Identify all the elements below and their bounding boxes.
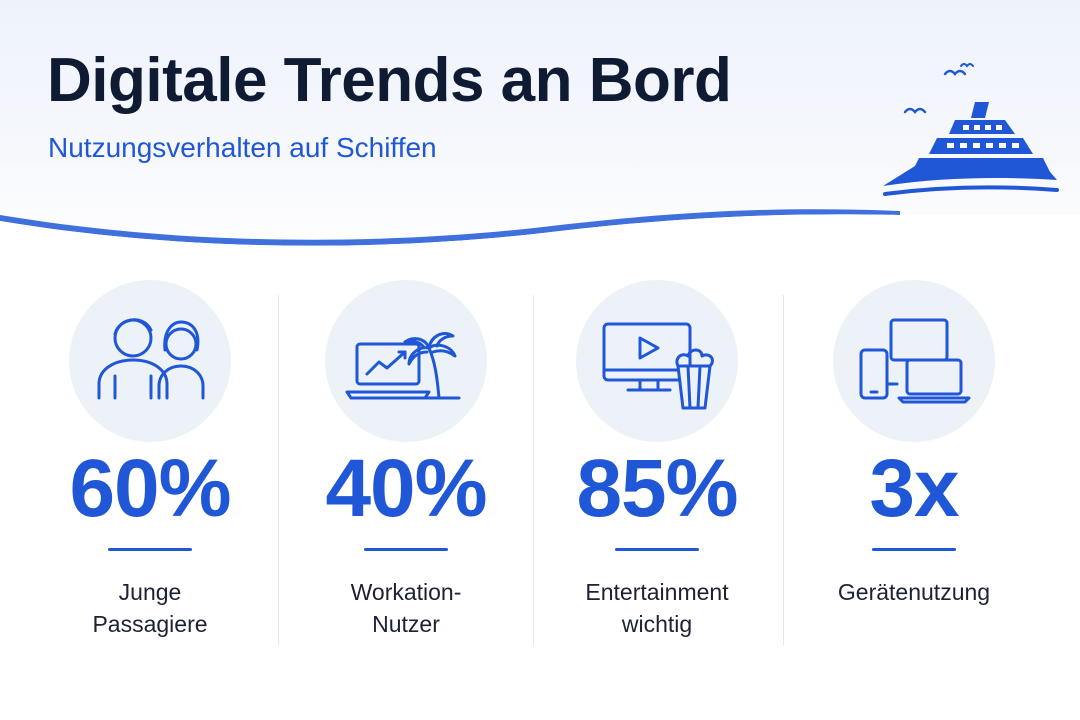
stat-value: 3x bbox=[869, 443, 959, 534]
stat-value: 60% bbox=[69, 443, 231, 534]
stat-label-line: Gerätenutzung bbox=[837, 579, 991, 605]
page-title: Digitale Trends an Bord bbox=[47, 46, 732, 115]
stat-label-line: Nutzer bbox=[372, 611, 440, 637]
laptop-palm-icon bbox=[345, 332, 461, 400]
stat-label-line: Passagiere bbox=[92, 611, 208, 637]
tv-popcorn-icon bbox=[602, 322, 714, 410]
header-banner: Digitale Trends an Bord Nutzungsverhalte… bbox=[0, 0, 1080, 260]
stat-label: Workation- Nutzer bbox=[276, 576, 536, 640]
page-subtitle: Nutzungsverhalten auf Schiffen bbox=[48, 132, 437, 163]
stat-underline bbox=[872, 548, 956, 551]
cruise-ship-icon bbox=[883, 63, 1059, 196]
devices-icon bbox=[859, 318, 971, 404]
stat-workation: 40% Workation- Nutzer bbox=[276, 280, 536, 660]
wave-decoration bbox=[0, 209, 1080, 255]
stat-icon-circle bbox=[576, 280, 738, 442]
stat-label: Gerätenutzung bbox=[784, 576, 1044, 608]
stat-label-line: Entertainment bbox=[585, 579, 729, 605]
stat-underline bbox=[108, 548, 192, 551]
stat-icon-circle bbox=[833, 280, 995, 442]
column-divider bbox=[278, 295, 279, 645]
stat-underline bbox=[364, 548, 448, 551]
stat-devices: 3x Gerätenutzung bbox=[784, 280, 1044, 660]
stat-icon-circle bbox=[69, 280, 231, 442]
stat-value: 40% bbox=[325, 443, 487, 534]
stat-entertainment: 85% Entertainment wichtig bbox=[527, 280, 787, 660]
stat-label: Junge Passagiere bbox=[20, 576, 280, 640]
stat-label-line: Workation- bbox=[350, 579, 462, 605]
column-divider bbox=[783, 295, 784, 645]
stat-value: 85% bbox=[576, 443, 738, 534]
stat-label-line: Junge bbox=[118, 579, 182, 605]
young-passengers-icon bbox=[97, 318, 205, 400]
stat-icon-circle bbox=[325, 280, 487, 442]
stat-underline bbox=[615, 548, 699, 551]
stat-label-line: wichtig bbox=[621, 611, 693, 637]
stats-row: 60% Junge Passagiere 40% bbox=[0, 280, 1080, 660]
stat-label: Entertainment wichtig bbox=[527, 576, 787, 640]
column-divider bbox=[533, 295, 534, 645]
stat-young-passengers: 60% Junge Passagiere bbox=[20, 280, 280, 660]
